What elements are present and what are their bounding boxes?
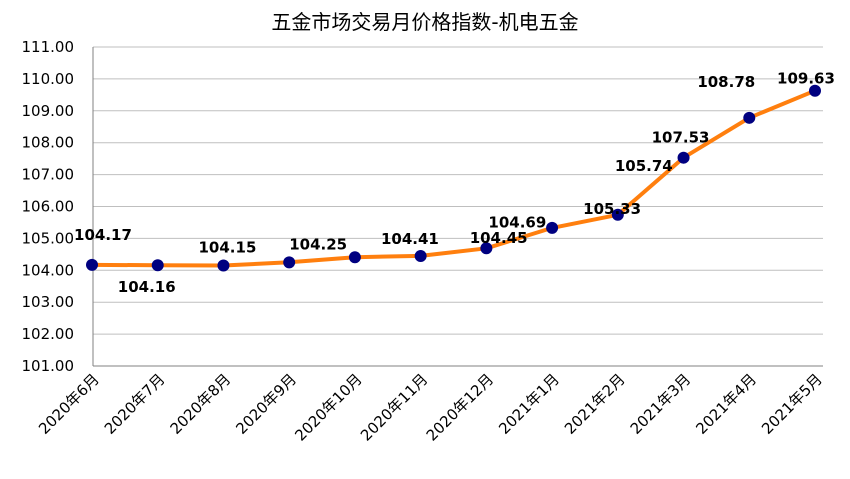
data-label: 104.17	[74, 226, 132, 244]
data-label: 105.74	[615, 157, 673, 175]
y-tick-label: 108.00	[22, 134, 75, 152]
y-tick-label: 105.00	[22, 229, 75, 247]
data-point	[348, 251, 361, 264]
series-line-path	[90, 88, 817, 268]
data-label: 104.69	[488, 213, 546, 231]
data-point	[217, 259, 230, 272]
y-tick-label: 110.00	[22, 70, 75, 88]
data-label: 108.78	[697, 73, 755, 91]
axes	[92, 47, 823, 367]
data-point	[743, 111, 756, 124]
y-axis-ticks: 101.00 102.00 103.00 104.00 105.00 106.00 107.…	[22, 38, 75, 375]
data-label: 104.15	[199, 239, 257, 257]
y-tick-label: 101.00	[22, 357, 75, 375]
data-point	[86, 258, 98, 271]
y-tick-label: 106.00	[22, 198, 75, 216]
data-label: 104.16	[118, 278, 176, 296]
y-tick-label: 107.00	[22, 166, 75, 184]
data-point	[677, 151, 690, 164]
data-label: 104.41	[381, 230, 439, 248]
y-tick-label: 109.00	[22, 102, 75, 120]
data-label: 104.25	[289, 235, 347, 253]
y-tick-label: 102.00	[22, 325, 75, 343]
data-point	[809, 84, 821, 97]
y-tick-label: 111.00	[22, 38, 75, 56]
data-point	[480, 242, 493, 255]
y-tick-label: 103.00	[22, 293, 75, 311]
data-labels: 104.17 104.16 104.15 104.25 104.41 104.45104.…	[74, 70, 835, 296]
data-point	[151, 259, 164, 272]
gridlines	[93, 46, 823, 367]
series-line	[90, 88, 817, 268]
data-point	[414, 249, 427, 262]
data-label: 109.63	[777, 70, 835, 88]
series-markers	[86, 84, 821, 272]
data-point	[546, 221, 559, 234]
data-point	[283, 256, 296, 269]
data-label: 107.53	[652, 129, 710, 147]
data-label: 105.33	[583, 200, 641, 218]
chart-title: 五金市场交易月价格指数-机电五金	[271, 10, 578, 34]
y-tick-label: 104.00	[22, 261, 75, 279]
data-point	[611, 208, 624, 221]
data-label: 104.45	[470, 229, 528, 247]
